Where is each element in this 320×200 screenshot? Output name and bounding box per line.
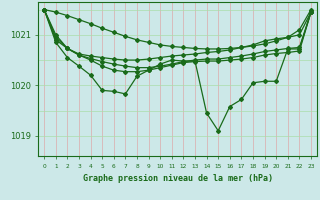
X-axis label: Graphe pression niveau de la mer (hPa): Graphe pression niveau de la mer (hPa) xyxy=(83,174,273,183)
